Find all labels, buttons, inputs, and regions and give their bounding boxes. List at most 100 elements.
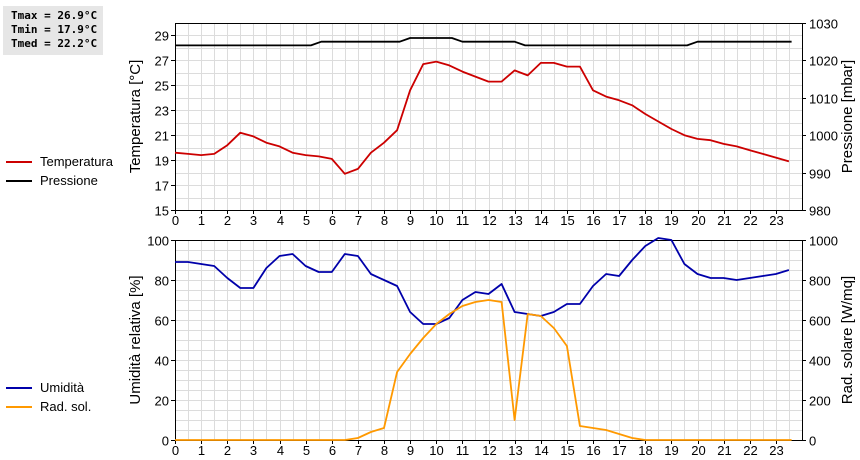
y-left-tick-label: 20 — [155, 394, 169, 409]
legend-swatch-rad-sol — [6, 405, 32, 408]
y-left-tick-label: 27 — [155, 54, 169, 69]
x-tick-label: 7 — [355, 213, 362, 228]
y-right-tick-label: 1000 — [809, 129, 838, 144]
series-line-temperatura — [174, 60, 790, 175]
y-left-tick-label: 17 — [155, 179, 169, 194]
y-right-tick-label: 600 — [809, 314, 831, 329]
legend-label-pressione: Pressione — [40, 173, 98, 188]
stats-box: Tmax = 26.9°C Tmin = 17.9°C Tmed = 22.2°… — [3, 6, 104, 55]
x-tick-label: 23 — [769, 443, 783, 458]
x-tick-label: 1 — [198, 443, 205, 458]
y-right-tick-label: 990 — [809, 167, 831, 182]
y-right-tick-label: 1020 — [809, 54, 838, 69]
x-tick-label: 20 — [691, 213, 705, 228]
legend-label-temperatura: Temperatura — [40, 154, 113, 169]
x-tick-label: 21 — [717, 443, 731, 458]
x-tick-label: 18 — [638, 213, 652, 228]
y-right-tick-label: 980 — [809, 204, 831, 219]
legend-item-umidita: Umidità — [6, 378, 91, 397]
x-tick-label: 6 — [329, 213, 336, 228]
series-line-pressione — [175, 37, 792, 47]
x-tick-label: 22 — [743, 213, 757, 228]
x-tick-label: 12 — [482, 213, 496, 228]
x-tick-label: 8 — [381, 213, 388, 228]
x-tick-label: 20 — [691, 443, 705, 458]
x-tick-label: 17 — [612, 443, 626, 458]
legend-label-umidita: Umidità — [40, 380, 85, 395]
x-tick-label: 7 — [355, 443, 362, 458]
x-tick-label: 4 — [277, 213, 284, 228]
x-tick-label: 19 — [664, 443, 678, 458]
y-left-tick-label: 23 — [155, 104, 169, 119]
y-right-axis-title: Rad. solare [W/mq] — [839, 276, 856, 404]
tmax-text: Tmax = 26.9°C — [11, 9, 98, 22]
y-left-tick-label: 25 — [155, 79, 169, 94]
x-tick-label: 19 — [664, 213, 678, 228]
legend-item-rad-sol: Rad. sol. — [6, 397, 91, 416]
y-right-tick-label: 1030 — [809, 17, 838, 32]
y-right-tick-label: 800 — [809, 274, 831, 289]
x-tick-label: 16 — [586, 213, 600, 228]
series-line-rad-sol — [175, 299, 792, 441]
x-tick-label: 21 — [717, 213, 731, 228]
legend-bottom: Umidità Rad. sol. — [6, 378, 91, 416]
x-tick-label: 10 — [429, 213, 443, 228]
chart-panel-1: 0 1 2 3 4 5 6 7 8 9 10 11 12 13 14 15 16 17 18 19 20 21 22 2302… — [127, 234, 856, 459]
x-tick-label: 12 — [482, 443, 496, 458]
legend-top: Temperatura Pressione — [6, 152, 113, 190]
x-tick-label: 16 — [586, 443, 600, 458]
y-left-axis-title: Umidità relativa [%] — [127, 275, 144, 404]
y-left-axis-title: Temperatura [°C] — [127, 60, 144, 174]
x-tick-label: 22 — [743, 443, 757, 458]
y-left-tick-label: 40 — [155, 354, 169, 369]
tmin-text: Tmin = 17.9°C — [11, 23, 98, 36]
y-left-tick-label: 80 — [155, 274, 169, 289]
legend-item-pressione: Pressione — [6, 171, 113, 190]
y-left-tick-label: 0 — [162, 434, 169, 449]
legend-swatch-temperatura — [6, 160, 32, 163]
x-tick-label: 17 — [612, 213, 626, 228]
y-left-tick-label: 100 — [147, 234, 169, 249]
y-left-tick-label: 19 — [155, 154, 169, 169]
y-left-tick-label: 21 — [155, 129, 169, 144]
y-right-axis-title: Pressione [mbar] — [839, 60, 856, 173]
x-tick-label: 3 — [250, 213, 257, 228]
x-tick-label: 13 — [508, 443, 522, 458]
x-tick-label: 15 — [560, 213, 574, 228]
x-tick-label: 9 — [407, 213, 414, 228]
x-tick-label: 4 — [277, 443, 284, 458]
x-tick-label: 5 — [303, 213, 310, 228]
x-tick-label: 14 — [534, 213, 548, 228]
x-tick-label: 1 — [198, 213, 205, 228]
x-tick-label: 3 — [250, 443, 257, 458]
x-tick-label: 0 — [172, 443, 179, 458]
x-tick-label: 6 — [329, 443, 336, 458]
x-tick-label: 2 — [224, 443, 231, 458]
x-tick-label: 10 — [429, 443, 443, 458]
tmed-text: Tmed = 22.2°C — [11, 37, 98, 50]
x-tick-label: 8 — [381, 443, 388, 458]
x-tick-label: 13 — [508, 213, 522, 228]
x-tick-label: 2 — [224, 213, 231, 228]
legend-swatch-pressione — [6, 179, 32, 182]
y-left-tick-label: 15 — [155, 204, 169, 219]
y-right-tick-label: 0 — [809, 434, 816, 449]
y-right-tick-label: 1010 — [809, 92, 838, 107]
y-left-tick-label: 60 — [155, 314, 169, 329]
x-tick-label: 5 — [303, 443, 310, 458]
x-tick-label: 15 — [560, 443, 574, 458]
chart-panel-0: 0 1 2 3 4 5 6 7 8 9 10 11 12 13 14 15 16 17 18 19 20 21 22 2315… — [127, 17, 856, 229]
series-line-umidit — [175, 237, 790, 325]
x-tick-label: 18 — [638, 443, 652, 458]
x-tick-label: 0 — [172, 213, 179, 228]
y-right-tick-label: 1000 — [809, 234, 838, 249]
x-tick-label: 11 — [456, 443, 470, 458]
x-tick-label: 9 — [407, 443, 414, 458]
legend-swatch-umidita — [6, 386, 32, 389]
y-left-tick-label: 29 — [155, 29, 169, 44]
y-right-tick-label: 400 — [809, 354, 831, 369]
x-tick-label: 23 — [769, 213, 783, 228]
y-right-tick-label: 200 — [809, 394, 831, 409]
legend-label-rad-sol: Rad. sol. — [40, 399, 92, 414]
